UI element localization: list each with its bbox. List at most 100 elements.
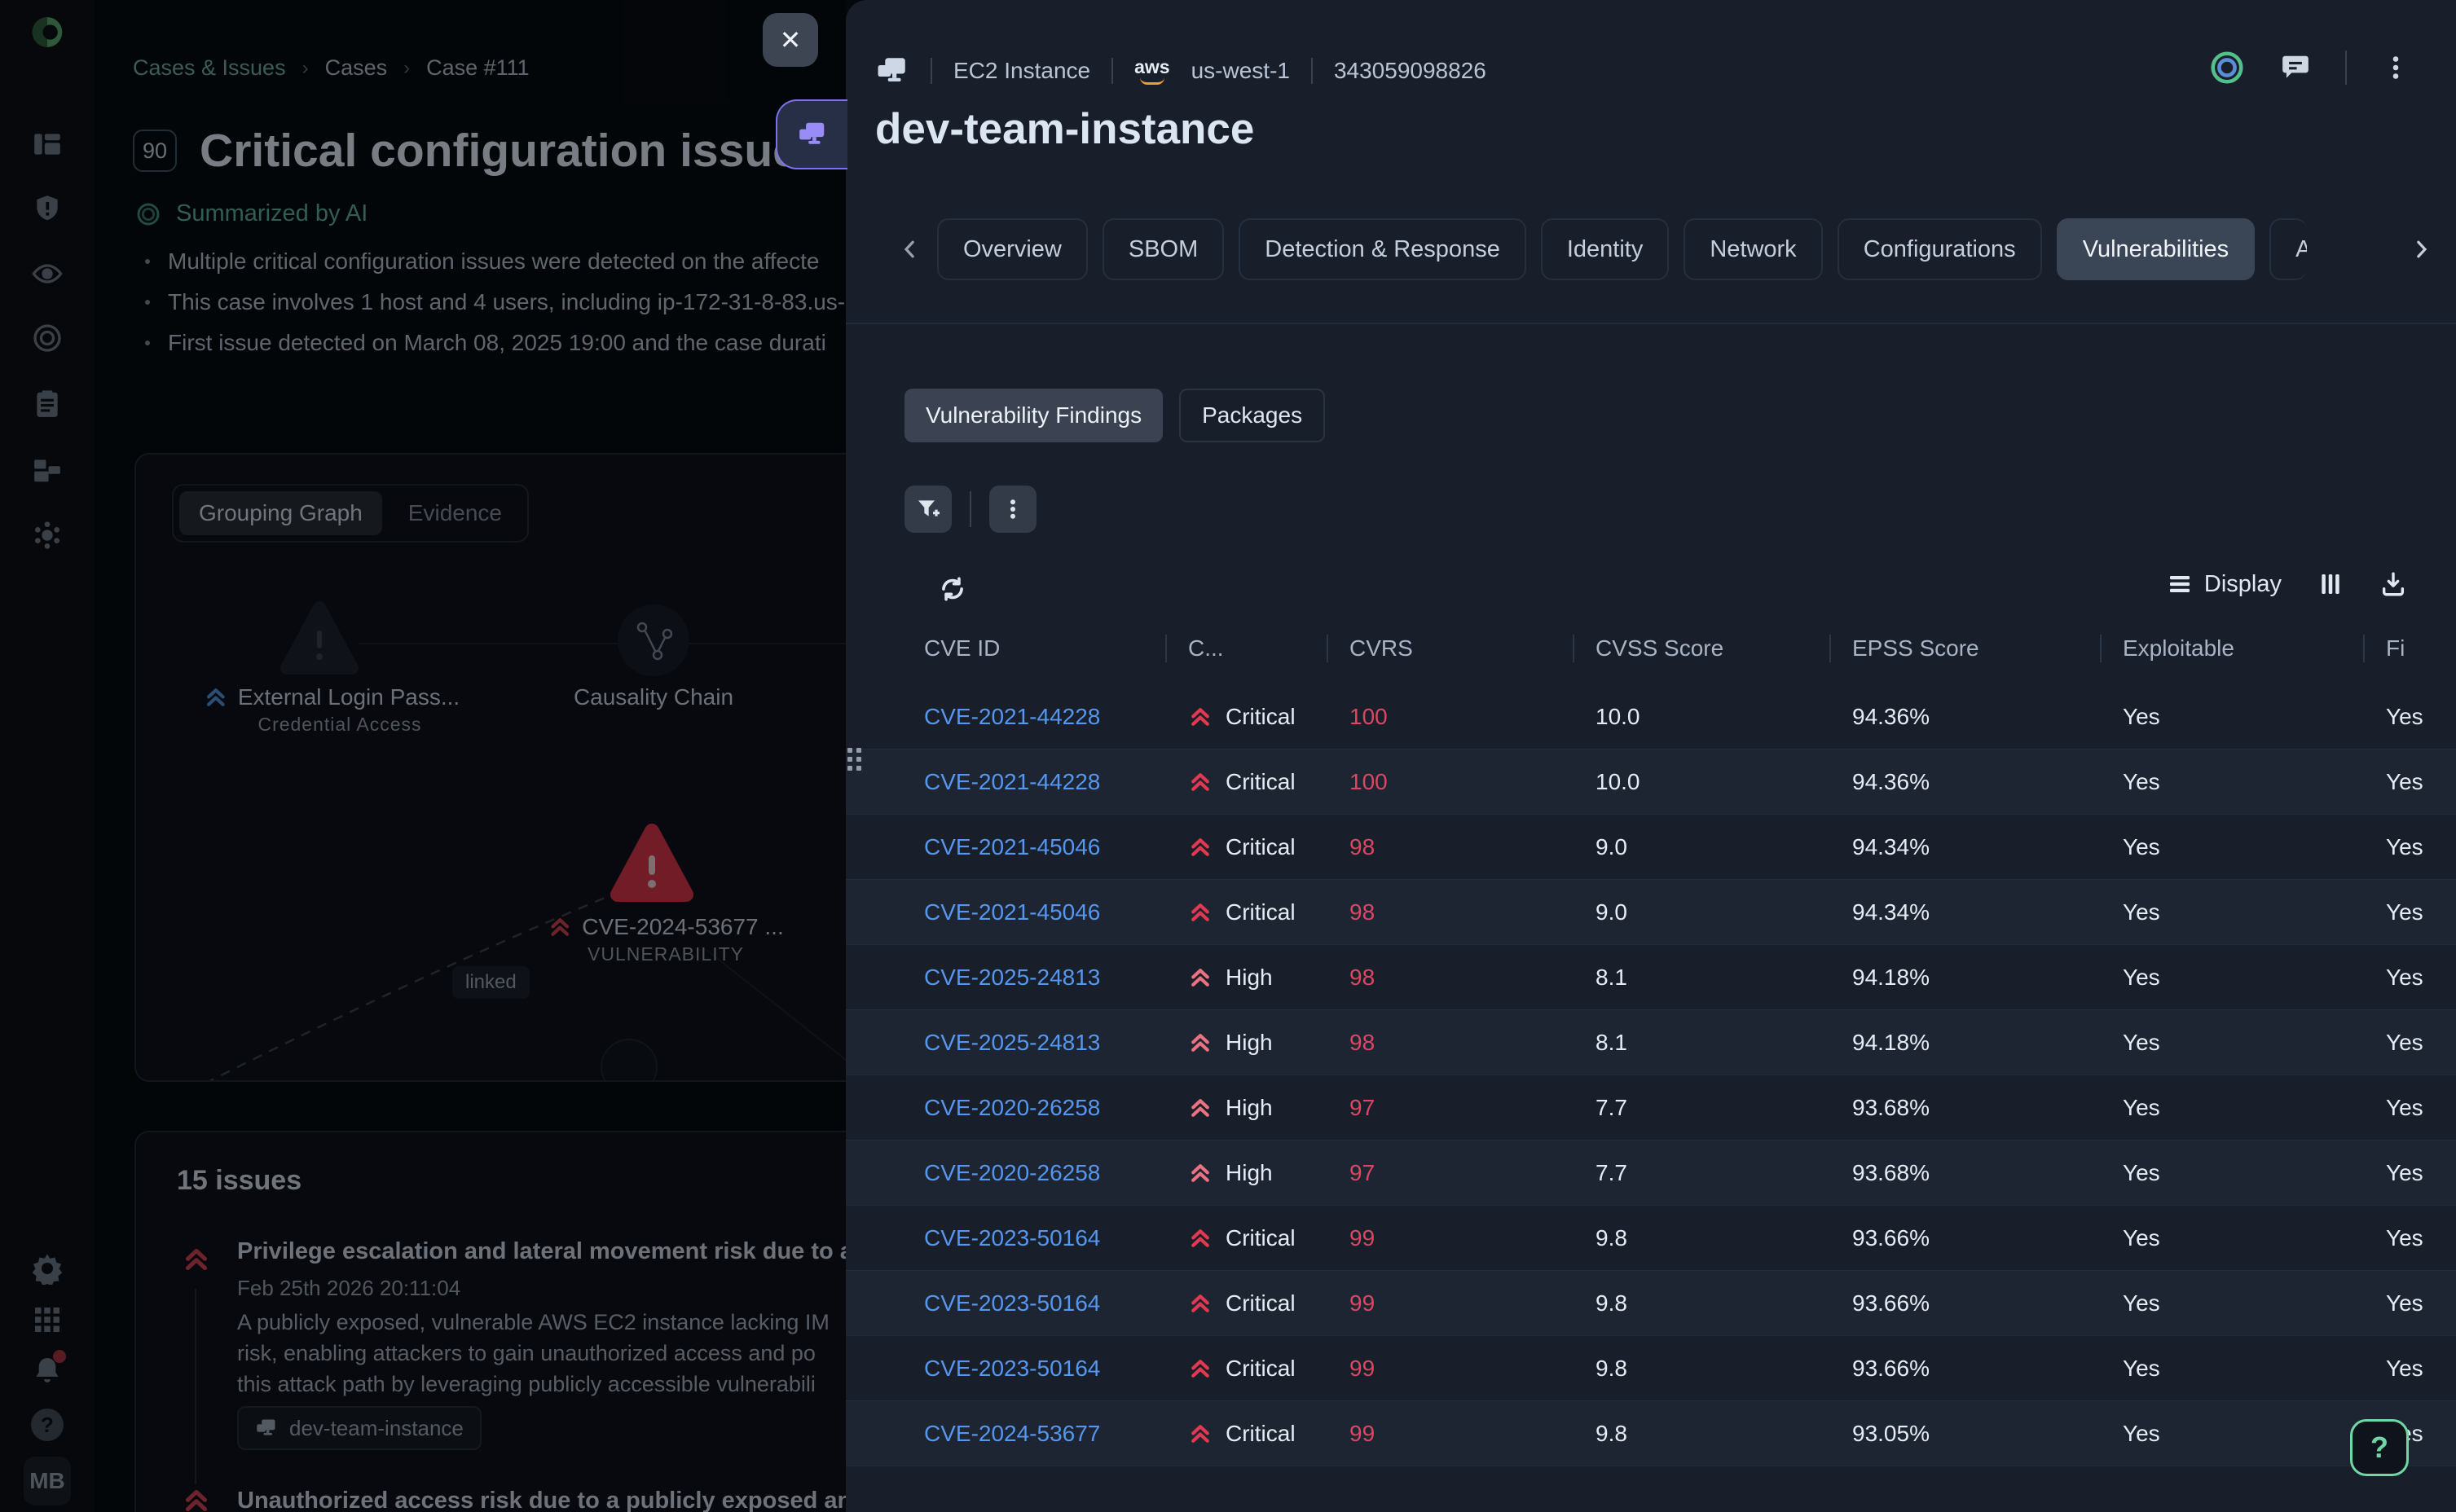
- tab-vulnerabilities[interactable]: Vulnerabilities: [2057, 218, 2255, 280]
- exploitable-value: Yes: [2123, 965, 2160, 991]
- cve-link[interactable]: CVE-2023-50164: [924, 1290, 1100, 1316]
- cvrs-value: 99: [1349, 1290, 1375, 1316]
- column-header[interactable]: Exploitable: [2100, 624, 2363, 673]
- cve-link[interactable]: CVE-2023-50164: [924, 1225, 1100, 1251]
- cve-link[interactable]: CVE-2023-50164: [924, 1356, 1100, 1382]
- cve-link[interactable]: CVE-2021-45046: [924, 899, 1100, 925]
- table-row[interactable]: CVE-2021-44228 Critical 100 10.0 94.36% …: [846, 749, 2456, 815]
- table-row[interactable]: CVE-2021-45046 Critical 98 9.0 94.34% Ye…: [846, 880, 2456, 945]
- fix-value: Yes: [2386, 1160, 2423, 1186]
- tab-detection-response[interactable]: Detection & Response: [1239, 218, 1526, 280]
- epss-value: 93.05%: [1852, 1421, 1930, 1447]
- tabs-scroll-left-icon[interactable]: [898, 237, 922, 262]
- asset-breadcrumb: EC2 Instance aws us-west-1 343059098826: [875, 47, 1486, 94]
- cve-link[interactable]: CVE-2025-24813: [924, 1030, 1100, 1056]
- download-icon[interactable]: [2379, 570, 2407, 598]
- asset-drawer-tab[interactable]: [776, 99, 847, 169]
- app-stage: ? MB Cases & Issues › Cases › Case #111 …: [0, 0, 2456, 1512]
- column-header[interactable]: Fi: [2363, 624, 2456, 673]
- severity-icon: [1188, 770, 1213, 794]
- tab-identity[interactable]: Identity: [1541, 218, 1670, 280]
- column-header[interactable]: CVRS: [1327, 624, 1573, 673]
- tab-overview[interactable]: Overview: [937, 218, 1088, 280]
- drawer-resize-handle[interactable]: [847, 748, 861, 771]
- column-header[interactable]: CVSS Score: [1573, 624, 1829, 673]
- fix-value: Yes: [2386, 1225, 2423, 1251]
- region-label: us-west-1: [1191, 58, 1290, 84]
- table-row[interactable]: CVE-2025-24813 High 98 8.1 94.18% Yes Ye…: [846, 1010, 2456, 1075]
- add-filter-button[interactable]: [904, 486, 952, 533]
- cvss-value: 7.7: [1596, 1095, 1627, 1121]
- column-header[interactable]: CVE ID: [924, 624, 1165, 673]
- cvrs-value: 99: [1349, 1356, 1375, 1382]
- cvrs-value: 98: [1349, 965, 1375, 991]
- chat-icon[interactable]: [2280, 52, 2311, 83]
- cvrs-value: 100: [1349, 704, 1388, 730]
- table-row[interactable]: CVE-2021-45046 Critical 98 9.0 94.34% Ye…: [846, 815, 2456, 880]
- asset-drawer: EC2 Instance aws us-west-1 343059098826: [846, 0, 2456, 1512]
- severity-icon: [1188, 965, 1213, 990]
- cve-link[interactable]: CVE-2021-44228: [924, 704, 1100, 730]
- display-button[interactable]: Display: [2167, 571, 2282, 598]
- cvrs-value: 98: [1349, 899, 1375, 925]
- tab-sbom[interactable]: SBOM: [1103, 218, 1224, 280]
- divider: [931, 58, 932, 84]
- cvrs-value: 97: [1349, 1160, 1375, 1186]
- cve-link[interactable]: CVE-2021-45046: [924, 834, 1100, 860]
- modal-dim-overlay[interactable]: [0, 0, 846, 1512]
- cvrs-value: 99: [1349, 1421, 1375, 1447]
- epss-value: 93.66%: [1852, 1225, 1930, 1251]
- epss-value: 94.18%: [1852, 965, 1930, 991]
- tab-network[interactable]: Network: [1684, 218, 1822, 280]
- severity-label: Critical: [1226, 1225, 1296, 1251]
- help-button[interactable]: ?: [2350, 1419, 2409, 1476]
- severity-icon: [1188, 1031, 1213, 1055]
- severity-icon: [1188, 1226, 1213, 1250]
- table-row[interactable]: CVE-2023-50164 Critical 99 9.8 93.66% Ye…: [846, 1206, 2456, 1271]
- cve-link[interactable]: CVE-2025-24813: [924, 965, 1100, 991]
- severity-label: Critical: [1226, 769, 1296, 795]
- display-rows-icon: [2167, 571, 2193, 597]
- fix-value: Yes: [2386, 1095, 2423, 1121]
- column-header[interactable]: EPSS Score: [1829, 624, 2100, 673]
- severity-icon: [1188, 835, 1213, 859]
- refresh-button[interactable]: [937, 574, 968, 609]
- more-filters-button[interactable]: [989, 486, 1037, 533]
- table-row[interactable]: CVE-2024-53677 Critical 99 9.8 93.05% Ye…: [846, 1401, 2456, 1466]
- divider: [970, 491, 971, 527]
- cvss-value: 8.1: [1596, 1030, 1627, 1056]
- cve-link[interactable]: CVE-2021-44228: [924, 769, 1100, 795]
- severity-icon: [1188, 1291, 1213, 1316]
- cve-link[interactable]: CVE-2020-26258: [924, 1160, 1100, 1186]
- cvss-value: 10.0: [1596, 704, 1640, 730]
- cvss-value: 9.8: [1596, 1225, 1627, 1251]
- epss-value: 93.68%: [1852, 1160, 1930, 1186]
- close-button[interactable]: ✕: [763, 13, 818, 67]
- columns-icon[interactable]: [2317, 571, 2344, 597]
- asset-title: dev-team-instance: [875, 104, 1254, 154]
- table-row[interactable]: CVE-2025-24813 High 98 8.1 94.18% Yes Ye…: [846, 945, 2456, 1010]
- tab-a[interactable]: A: [2269, 218, 2307, 280]
- tab-packages[interactable]: Packages: [1179, 389, 1325, 442]
- tabs-scroll-right-icon[interactable]: [2401, 217, 2433, 282]
- exploitable-value: Yes: [2123, 1356, 2160, 1382]
- cve-link[interactable]: CVE-2020-26258: [924, 1095, 1100, 1121]
- table-header: CVE IDC...CVRSCVSS ScoreEPSS ScoreExploi…: [924, 624, 2456, 673]
- epss-value: 94.34%: [1852, 899, 1930, 925]
- table-row[interactable]: CVE-2023-50164 Critical 99 9.8 93.66% Ye…: [846, 1271, 2456, 1336]
- cve-link[interactable]: CVE-2024-53677: [924, 1421, 1100, 1447]
- severity-icon: [1188, 1422, 1213, 1446]
- column-header[interactable]: C...: [1165, 624, 1327, 673]
- kebab-menu-icon: [1001, 497, 1025, 521]
- view-toggle: Vulnerability Findings Packages: [904, 389, 1325, 442]
- table-row[interactable]: CVE-2023-50164 Critical 99 9.8 93.66% Ye…: [846, 1336, 2456, 1401]
- cvrs-value: 99: [1349, 1225, 1375, 1251]
- tab-vulnerability-findings[interactable]: Vulnerability Findings: [904, 389, 1163, 442]
- table-row[interactable]: CVE-2020-26258 High 97 7.7 93.68% Yes Ye…: [846, 1075, 2456, 1141]
- ai-rings-icon[interactable]: [2208, 49, 2246, 86]
- fix-value: Yes: [2386, 1030, 2423, 1056]
- table-row[interactable]: CVE-2021-44228 Critical 100 10.0 94.36% …: [846, 684, 2456, 749]
- kebab-menu-icon[interactable]: [2381, 53, 2410, 82]
- tab-configurations[interactable]: Configurations: [1838, 218, 2042, 280]
- table-row[interactable]: CVE-2020-26258 High 97 7.7 93.68% Yes Ye…: [846, 1141, 2456, 1206]
